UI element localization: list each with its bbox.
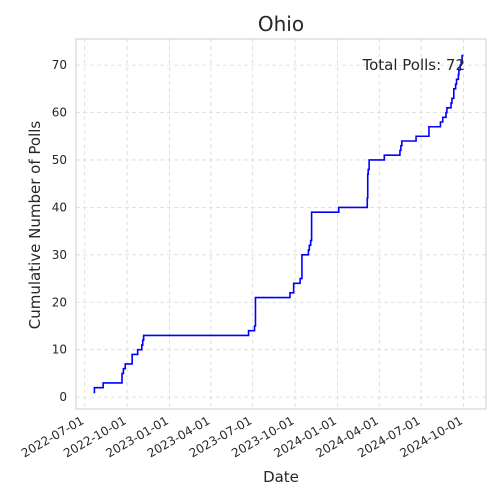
grid-lines [76, 39, 486, 409]
y-tick-label: 70 [52, 58, 67, 72]
y-tick-label: 30 [52, 248, 67, 262]
x-axis-label: Date [263, 468, 299, 486]
y-axis-label: Cumulative Number of Polls [26, 121, 44, 330]
series-line-cumulative-polls [93, 54, 464, 394]
y-tick-label: 40 [52, 200, 67, 214]
total-polls-annotation: Total Polls: 72 [361, 56, 465, 74]
chart-title: Ohio [258, 12, 304, 36]
y-tick-label: 10 [52, 343, 67, 357]
y-tick-labels: 0 10 20 30 40 50 60 70 [52, 58, 67, 404]
y-tick-label: 50 [52, 153, 67, 167]
y-tick-label: 0 [59, 390, 67, 404]
y-tick-label: 60 [52, 106, 67, 120]
x-tick-labels: 2022-07-012022-10-012023-01-012023-04-01… [19, 413, 465, 460]
y-tick-label: 20 [52, 295, 67, 309]
series-layer [93, 54, 464, 394]
plot-frame [75, 38, 487, 410]
